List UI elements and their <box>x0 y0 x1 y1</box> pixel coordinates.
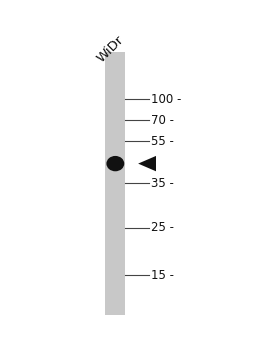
Text: 100 -: 100 - <box>151 93 182 106</box>
Text: 25 -: 25 - <box>151 221 174 234</box>
Text: WiDr: WiDr <box>95 33 127 65</box>
Text: 55 -: 55 - <box>151 135 174 148</box>
Text: 15 -: 15 - <box>151 269 174 282</box>
Text: 70 -: 70 - <box>151 114 174 127</box>
Bar <box>105 52 125 315</box>
Text: 35 -: 35 - <box>151 177 174 190</box>
Ellipse shape <box>106 156 124 171</box>
Polygon shape <box>138 156 156 171</box>
